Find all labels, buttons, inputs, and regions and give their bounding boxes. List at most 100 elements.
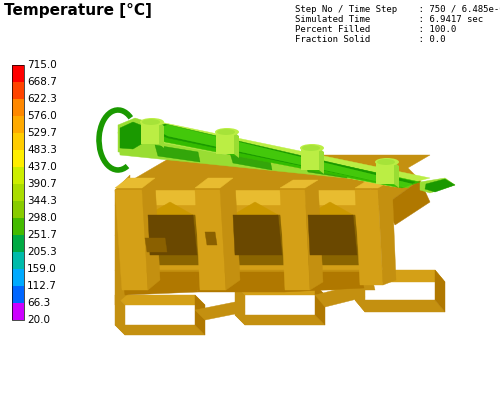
Polygon shape — [280, 180, 318, 188]
Polygon shape — [115, 295, 125, 335]
Polygon shape — [145, 215, 200, 265]
Polygon shape — [12, 99, 24, 116]
Text: Step No / Time Step    : 750 / 6.485e-04: Step No / Time Step : 750 / 6.485e-04 — [295, 5, 500, 14]
Text: Simulated Time         : 6.9417 sec: Simulated Time : 6.9417 sec — [295, 15, 483, 24]
Polygon shape — [12, 167, 24, 184]
Polygon shape — [159, 122, 164, 148]
Text: 390.7: 390.7 — [27, 179, 57, 189]
Polygon shape — [425, 179, 455, 192]
Ellipse shape — [377, 159, 395, 165]
Polygon shape — [115, 270, 375, 290]
Text: Temperature [°C]: Temperature [°C] — [4, 3, 152, 18]
Polygon shape — [148, 124, 415, 187]
Polygon shape — [233, 202, 278, 215]
Ellipse shape — [140, 118, 164, 126]
Text: 20.0: 20.0 — [27, 315, 50, 325]
Text: 251.7: 251.7 — [27, 230, 57, 240]
Polygon shape — [305, 162, 347, 178]
Polygon shape — [355, 180, 392, 188]
Polygon shape — [280, 190, 310, 290]
Bar — [12, 65, 24, 320]
Polygon shape — [355, 270, 365, 312]
Polygon shape — [155, 125, 412, 188]
Polygon shape — [12, 133, 24, 150]
Polygon shape — [235, 285, 325, 295]
Text: 66.3: 66.3 — [27, 298, 50, 308]
Polygon shape — [319, 148, 324, 174]
Polygon shape — [233, 215, 282, 255]
Polygon shape — [118, 132, 395, 187]
Polygon shape — [12, 286, 24, 303]
Text: 159.0: 159.0 — [27, 264, 57, 274]
Polygon shape — [220, 180, 240, 290]
Polygon shape — [145, 238, 167, 252]
Polygon shape — [355, 300, 445, 312]
Ellipse shape — [217, 129, 235, 135]
Polygon shape — [315, 285, 365, 307]
Text: 668.7: 668.7 — [27, 77, 57, 87]
Polygon shape — [305, 182, 323, 290]
Polygon shape — [12, 235, 24, 252]
Polygon shape — [115, 190, 148, 290]
Polygon shape — [148, 215, 197, 255]
Polygon shape — [370, 165, 420, 205]
Polygon shape — [195, 302, 245, 320]
Polygon shape — [315, 285, 325, 325]
Polygon shape — [115, 190, 385, 205]
Ellipse shape — [300, 144, 324, 152]
Text: 576.0: 576.0 — [27, 111, 57, 121]
Polygon shape — [138, 126, 420, 188]
Polygon shape — [12, 201, 24, 218]
Polygon shape — [118, 118, 148, 152]
Text: 344.3: 344.3 — [27, 196, 57, 206]
Polygon shape — [115, 325, 205, 335]
Polygon shape — [155, 145, 200, 162]
Polygon shape — [12, 82, 24, 99]
Text: 437.0: 437.0 — [27, 162, 57, 172]
Polygon shape — [195, 272, 284, 292]
Polygon shape — [234, 132, 239, 158]
Polygon shape — [235, 315, 325, 325]
Polygon shape — [435, 270, 445, 312]
Polygon shape — [122, 272, 198, 295]
Text: Fraction Solid         : 0.0: Fraction Solid : 0.0 — [295, 35, 446, 44]
Polygon shape — [12, 303, 24, 320]
Text: 622.3: 622.3 — [27, 94, 57, 104]
Text: 205.3: 205.3 — [27, 247, 57, 257]
Text: 112.7: 112.7 — [27, 281, 57, 291]
Polygon shape — [205, 232, 217, 245]
Text: 529.7: 529.7 — [27, 128, 57, 138]
Text: 483.3: 483.3 — [27, 145, 57, 155]
Polygon shape — [195, 190, 226, 290]
Polygon shape — [12, 269, 24, 286]
Polygon shape — [235, 285, 245, 325]
Polygon shape — [12, 218, 24, 235]
Polygon shape — [385, 180, 430, 225]
Polygon shape — [394, 162, 399, 188]
Polygon shape — [118, 122, 430, 187]
Polygon shape — [301, 148, 319, 170]
Polygon shape — [195, 178, 233, 188]
Polygon shape — [12, 252, 24, 269]
Polygon shape — [12, 65, 24, 82]
Polygon shape — [12, 116, 24, 133]
Polygon shape — [308, 215, 357, 255]
Polygon shape — [141, 122, 159, 144]
Polygon shape — [115, 178, 155, 188]
Text: Percent Filled         : 100.0: Percent Filled : 100.0 — [295, 25, 456, 34]
Ellipse shape — [375, 158, 399, 166]
Text: 298.0: 298.0 — [27, 213, 57, 223]
Polygon shape — [115, 205, 380, 235]
Polygon shape — [142, 180, 160, 290]
Ellipse shape — [215, 128, 239, 136]
Polygon shape — [230, 215, 285, 265]
Ellipse shape — [302, 145, 320, 151]
Polygon shape — [120, 122, 143, 149]
Polygon shape — [195, 295, 205, 335]
Polygon shape — [355, 190, 383, 285]
Polygon shape — [420, 178, 455, 193]
Polygon shape — [115, 235, 378, 270]
Polygon shape — [148, 202, 193, 215]
Ellipse shape — [142, 119, 160, 125]
Polygon shape — [12, 184, 24, 201]
